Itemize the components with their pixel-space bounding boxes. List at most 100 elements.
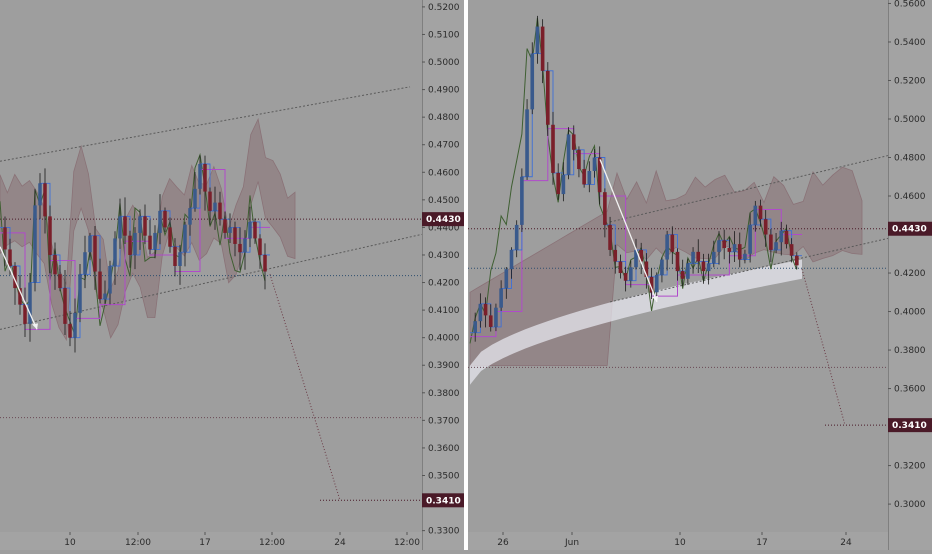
- candle-body: [670, 234, 675, 252]
- candle-body: [128, 235, 132, 255]
- candle-body: [680, 271, 685, 279]
- candle-body: [218, 202, 222, 220]
- candle-body: [603, 192, 607, 225]
- left-x-ticks: 10 12:00 17 12:00 24 12:00: [64, 532, 420, 548]
- right-x-ticks: 26 Jun 10 17 24: [497, 532, 852, 548]
- price-tag: [888, 221, 932, 236]
- candle-body: [660, 259, 664, 275]
- candle-body: [706, 263, 711, 272]
- candle-body: [623, 273, 628, 281]
- y-tick-label: 0.5100: [428, 30, 460, 40]
- candle-body: [63, 288, 67, 324]
- candle-body: [28, 282, 32, 324]
- y-tick-label: 0.3300: [428, 527, 460, 537]
- candle-body: [587, 170, 592, 185]
- y-tick-label: 0.3200: [894, 462, 926, 472]
- candle-body: [779, 230, 784, 243]
- candle-body: [743, 253, 747, 260]
- candle-body: [644, 261, 649, 277]
- left-panel: 0.5200 0.5100 0.5000 0.4900 0.4800 0.4700 0.46…: [0, 0, 464, 550]
- candle-body: [649, 276, 654, 293]
- candle-body: [732, 244, 737, 252]
- candle-body: [133, 232, 137, 255]
- candle-body: [727, 247, 732, 252]
- candle-body: [3, 227, 7, 250]
- candle-body: [551, 124, 555, 173]
- candle-body: [499, 288, 503, 308]
- candle-body: [608, 224, 612, 250]
- candle-body: [263, 254, 267, 272]
- price-tag-label: 0.3410: [892, 421, 927, 431]
- y-tick-label: 0.4000: [894, 308, 926, 318]
- candle-body: [675, 251, 680, 272]
- candle-body: [103, 293, 107, 300]
- candle-body: [784, 230, 789, 245]
- candle-body: [208, 191, 212, 211]
- y-tick-label: 0.5000: [428, 58, 460, 68]
- candle-body: [98, 271, 102, 300]
- x-tick-label: 17: [199, 538, 210, 548]
- price-tag: [422, 493, 464, 508]
- y-tick-label: 0.5200: [894, 76, 926, 86]
- candle-body: [545, 70, 550, 125]
- candle-body: [243, 238, 247, 253]
- y-tick-label: 0.4800: [894, 154, 926, 164]
- right-time-axis: [468, 532, 888, 550]
- candle-body: [774, 242, 778, 250]
- candle-body: [168, 227, 172, 247]
- candle-body: [198, 164, 202, 189]
- candle-body: [48, 216, 52, 255]
- left-y-ticks: 0.5200 0.5100 0.5000 0.4900 0.4800 0.4700 0.46…: [422, 3, 460, 537]
- y-tick-label: 0.4800: [428, 113, 460, 123]
- channel-line: [0, 86, 411, 162]
- candle-body: [701, 261, 706, 272]
- candle-body: [540, 26, 545, 71]
- candle-body: [696, 251, 701, 262]
- left-price-axis: [422, 0, 464, 550]
- candle-body: [711, 251, 716, 264]
- candle-body: [118, 216, 122, 239]
- y-tick-label: 0.4200: [428, 279, 460, 289]
- candle-body: [654, 274, 659, 293]
- candle-body: [794, 255, 799, 266]
- candle-body: [722, 240, 727, 248]
- candle-body: [530, 53, 535, 110]
- y-tick-label: 0.4500: [428, 196, 460, 206]
- candle-body: [13, 266, 17, 289]
- x-tick-label: 17: [756, 538, 767, 548]
- price-tag-label: 0.3410: [426, 496, 461, 506]
- candle-body: [203, 164, 207, 192]
- candle-body: [183, 224, 187, 253]
- y-tick-label: 0.4700: [428, 141, 460, 151]
- candle-body: [566, 134, 571, 175]
- candle-body: [634, 249, 638, 268]
- x-tick-label: 12:00: [259, 538, 285, 548]
- candle-body: [78, 274, 82, 313]
- candle-body: [748, 224, 752, 254]
- candle-body: [143, 216, 147, 236]
- candle-body: [618, 261, 623, 274]
- candle-body: [248, 221, 252, 239]
- candle-body: [213, 202, 217, 211]
- price-tag-label: 0.4430: [892, 225, 927, 235]
- channel-line: [609, 237, 889, 303]
- left-time-axis: [0, 532, 422, 550]
- y-tick-label: 0.5200: [428, 3, 460, 13]
- candle-body: [148, 235, 152, 250]
- y-tick-label: 0.5400: [894, 38, 926, 48]
- right-panel: 0.5600 0.5400 0.5200 0.5000 0.4800 0.4600 0.44…: [468, 0, 932, 550]
- y-tick-label: 0.4900: [428, 86, 460, 96]
- candle-body: [33, 205, 37, 283]
- trend-arrow-head: [652, 295, 658, 302]
- price-tag: [422, 212, 464, 227]
- candle-body: [691, 251, 695, 264]
- trend-arrow: [599, 159, 658, 303]
- candle-body: [193, 188, 197, 209]
- candle-body: [478, 303, 483, 322]
- candle-body: [258, 238, 262, 255]
- x-tick-label: Jun: [564, 538, 579, 548]
- candle-body: [628, 267, 633, 281]
- x-tick-label: 26: [497, 538, 509, 548]
- candle-body: [223, 219, 227, 233]
